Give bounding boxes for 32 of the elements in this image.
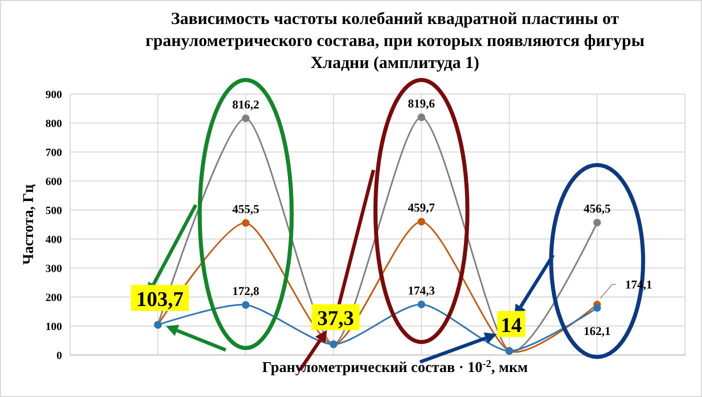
data-label: 459,7 xyxy=(408,200,435,215)
point xyxy=(593,218,601,226)
point xyxy=(242,114,250,122)
y-tick-label: 800 xyxy=(46,118,62,130)
point xyxy=(242,219,250,227)
y-tick-label: 900 xyxy=(46,89,62,101)
y-tick-label: 700 xyxy=(46,147,62,159)
y-tick-label: 400 xyxy=(46,234,62,246)
y-tick-label: 300 xyxy=(46,263,62,275)
x-axis-title: Гранулометрический состав · 10$^{-2}$, мкм xyxy=(262,358,528,376)
point xyxy=(418,300,426,308)
point xyxy=(593,304,601,312)
y-tick-label: 600 xyxy=(46,176,62,188)
data-label: 172,8 xyxy=(232,284,260,298)
data-label: 162,1 xyxy=(584,324,611,338)
y-axis-title: Частота, Гц xyxy=(21,184,37,265)
data-label: 455,5 xyxy=(232,202,260,216)
data-label: 103,7 xyxy=(136,286,184,311)
data-label: 37,3 xyxy=(317,306,354,330)
data-label: 819,6 xyxy=(408,96,435,110)
chart-title: Зависимость частоты колебаний квадратной пластины от гранулометрического состава, при которых появляются фигуры Хладни (амплитуда 1) xyxy=(146,9,644,72)
data-label: 174,3 xyxy=(408,283,435,298)
y-tick-label: 100 xyxy=(46,321,62,333)
y-tick-label: 200 xyxy=(46,292,62,304)
point xyxy=(418,114,426,122)
data-label: 456,5 xyxy=(584,202,611,216)
data-label: 816,2 xyxy=(232,97,260,112)
data-label: 14 xyxy=(500,312,522,337)
y-tick-label: 500 xyxy=(46,205,62,217)
y-tick-label: 0 xyxy=(56,350,62,362)
point xyxy=(418,218,426,226)
point xyxy=(242,301,250,309)
